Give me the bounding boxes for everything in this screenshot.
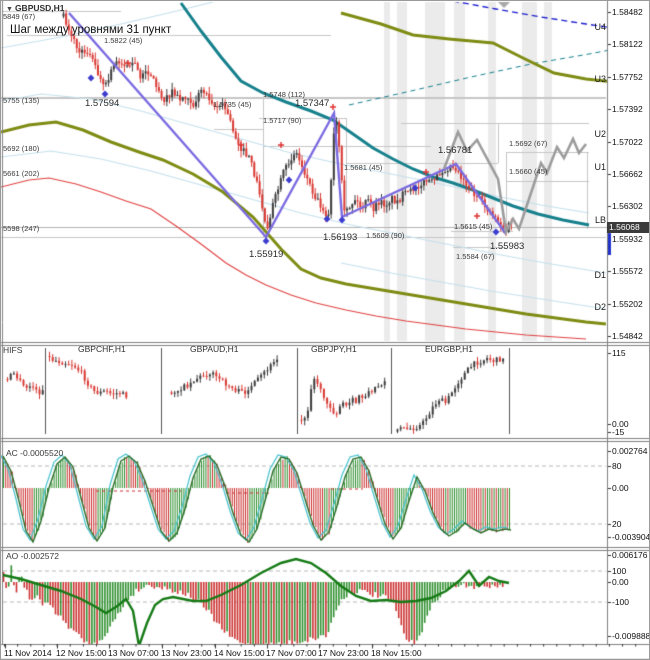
indicator-axis-tick: 115 <box>612 348 626 358</box>
price-label: 1.57594 <box>85 98 120 109</box>
price-axis-tick: 1.57752 <box>612 72 643 82</box>
band-label-u1: U1 <box>594 162 606 172</box>
price-label: 1.55983 <box>490 241 525 252</box>
left-level-label: 5661 (202) <box>3 169 40 178</box>
price-label: 1.5717 (90) <box>263 116 302 125</box>
price-axis-tick: 1.54842 <box>612 331 643 341</box>
band-label-lb: LB <box>594 215 606 225</box>
left-level-label: 5755 (135) <box>3 96 40 105</box>
price-axis-tick: 1.55202 <box>612 299 643 309</box>
mini-symbol-label: GBPCHF,H1 <box>78 344 126 354</box>
indicator-axis-tick: -15 <box>612 427 625 437</box>
price-label: 1.5660 (45) <box>509 167 548 176</box>
price-label: 1.57347 <box>295 98 330 109</box>
price-axis-tick: 1.56302 <box>612 201 643 211</box>
indicator-axis-tick: -100 <box>612 597 630 607</box>
band-label-u3: U3 <box>594 74 606 84</box>
annotation-text: Шаг между уровнями 31 пункт <box>10 24 172 36</box>
price-axis-tick: 1.55932 <box>612 234 643 244</box>
price-axis[interactable] <box>607 1 649 644</box>
price-label: 1.5748 (112) <box>263 90 305 99</box>
time-axis-label: 14 Nov 15:00 <box>214 648 265 658</box>
indicator-axis-tick: -0.003904 <box>612 532 650 542</box>
time-axis-label: 18 Nov 15:00 <box>371 648 422 658</box>
mini-symbol-label: GBPAUD,H1 <box>190 344 239 354</box>
price-label: 1.5822 (45) <box>104 36 143 45</box>
price-label: 1.56781 <box>438 145 473 156</box>
symbol-dropdown-icon[interactable]: ▼ <box>6 6 13 13</box>
price-label: 1.56193 <box>323 232 358 243</box>
level-note-label: 5849 (67) <box>3 12 36 21</box>
ac-indicator-title: AC -0.0005520 <box>6 448 64 458</box>
price-label: 1.5692 (67) <box>509 139 548 148</box>
indicator-axis-tick: 0.002764 <box>612 446 648 456</box>
price-label: 1.55919 <box>249 249 284 260</box>
indicator-axis-tick: 0.00 <box>612 577 629 587</box>
price-label: 1.5584 (67) <box>456 252 495 261</box>
time-axis-label: 13 Nov 07:00 <box>108 648 159 658</box>
current-price-badge: 1.56068 <box>607 222 649 233</box>
time-axis-label: 17 Nov 07:00 <box>266 648 317 658</box>
band-label-u2: U2 <box>594 129 606 139</box>
left-level-label: 5692 (180) <box>3 144 40 153</box>
chart-title: ▼ GBPUSD,H1 <box>6 3 65 13</box>
panel2-indicator-title: HIFS <box>3 345 23 355</box>
indicator-axis-tick: -0.009888 <box>612 631 650 641</box>
time-axis-label: 11 Nov 2014 <box>4 648 52 658</box>
mini-symbol-label: GBPJPY,H1 <box>311 344 357 354</box>
price-axis-tick: 1.55572 <box>612 266 643 276</box>
price-label: 1.5615 (45) <box>454 222 493 231</box>
indicator-axis-tick: 80 <box>612 461 622 471</box>
price-label: 1.5609 (90) <box>366 231 405 240</box>
band-label-d2: D2 <box>594 302 606 312</box>
price-axis-tick: 1.57392 <box>612 104 643 114</box>
left-level-label: 5598 (247) <box>3 224 40 233</box>
price-axis-tick: 1.58482 <box>612 7 643 17</box>
symbol-period-label: GBPUSD,H1 <box>14 3 65 13</box>
indicator-axis-tick: 0.00 <box>612 483 629 493</box>
mini-symbol-label: EURGBP,H1 <box>425 344 474 354</box>
band-label-d1: D1 <box>594 270 606 280</box>
indicator-axis-tick: 100 <box>612 566 627 576</box>
ao-indicator-title: AO -0.002572 <box>6 551 59 561</box>
price-axis-tick: 1.58122 <box>612 39 643 49</box>
time-axis-label: 13 Nov 23:00 <box>161 648 212 658</box>
time-axis-label: 12 Nov 15:00 <box>56 648 107 658</box>
price-label: 1.5735 (45) <box>213 100 252 109</box>
price-axis-tick: 1.56662 <box>612 169 643 179</box>
indicator-axis-tick: 20 <box>612 519 622 529</box>
price-axis-tick: 1.57022 <box>612 137 643 147</box>
indicator-axis-tick: 0.006176 <box>612 550 648 560</box>
indicator-axis-tick: 0.00 <box>612 419 629 429</box>
time-axis-label: 17 Nov 23:00 <box>318 648 369 658</box>
band-label-u4: U4 <box>594 22 606 32</box>
price-label: 1.5681 (45) <box>344 163 383 172</box>
